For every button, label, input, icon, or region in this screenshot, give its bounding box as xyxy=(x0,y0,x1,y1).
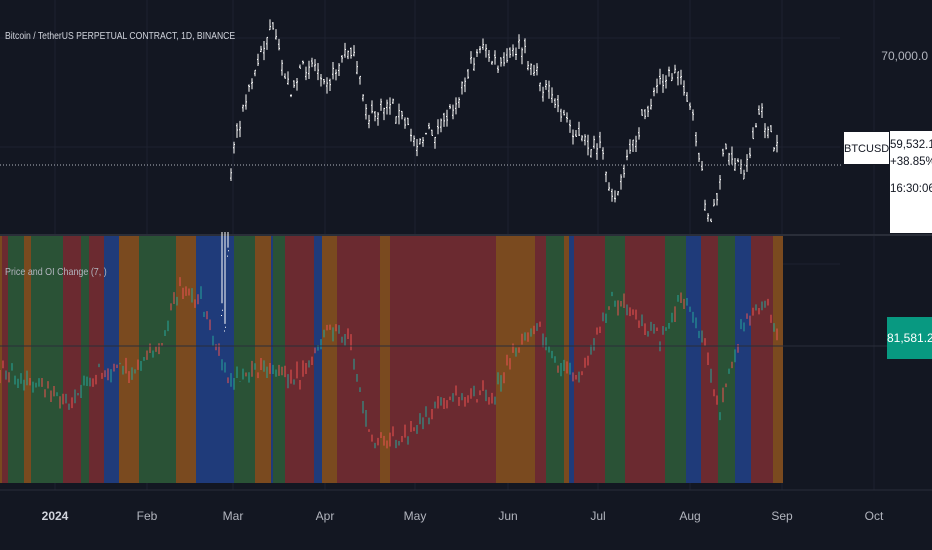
oi-background-stripe xyxy=(478,236,481,483)
oi-background-stripe xyxy=(481,236,486,483)
oi-background-stripe xyxy=(460,236,478,483)
oi-background-stripe xyxy=(139,236,142,483)
oi-background-stripe xyxy=(496,236,516,483)
oi-background-stripe xyxy=(294,236,314,483)
oi-background-stripe xyxy=(176,236,196,483)
time-label-aug: Aug xyxy=(679,509,701,523)
oi-background-stripe xyxy=(225,236,234,483)
oi-background-stripe xyxy=(366,236,380,483)
oi-background-stripe xyxy=(31,236,48,483)
oi-background-stripe xyxy=(564,236,569,483)
oi-background-stripe xyxy=(594,236,605,483)
price-axis-tick: 70,000.0 xyxy=(881,49,928,63)
oi-background-stripe xyxy=(348,236,357,483)
oi-background-stripe xyxy=(419,236,435,483)
oi-background-stripe xyxy=(380,236,390,483)
oi-background-stripe xyxy=(273,236,285,483)
time-label-apr: Apr xyxy=(315,509,335,523)
time-label-feb: Feb xyxy=(136,509,158,523)
oi-background-stripe xyxy=(574,236,594,483)
chart-symbol-title[interactable]: Bitcoin / TetherUS PERPETUAL CONTRACT, 1… xyxy=(5,30,236,42)
oi-background-stripe xyxy=(553,236,564,483)
oi-background-stripe xyxy=(234,236,255,483)
oi-background-stripe xyxy=(24,236,31,483)
oi-background-stripe xyxy=(337,236,348,483)
time-label-oct: Oct xyxy=(864,509,884,523)
oi-background-stripe xyxy=(357,236,366,483)
oi-background-stripe xyxy=(0,236,2,483)
oi-background-stripe xyxy=(535,236,541,483)
indicator-title[interactable]: Price and OI Change (7, ) xyxy=(5,266,107,278)
oi-background-stripe xyxy=(314,236,322,483)
oi-background-stripe xyxy=(706,236,718,483)
time-label-sep: Sep xyxy=(771,509,793,523)
oi-background-stripe xyxy=(541,236,546,483)
oi-background-stripe xyxy=(104,236,119,483)
oi-background-stripe xyxy=(435,236,443,483)
oi-background-stripe xyxy=(404,236,419,483)
oi-background-stripe xyxy=(322,236,337,483)
oi-background-stripe xyxy=(753,236,773,483)
oi-background-stripe xyxy=(645,236,665,483)
oi-background-stripe xyxy=(546,236,548,483)
oi-background-stripe xyxy=(255,236,271,483)
oi-background-stripe xyxy=(89,236,104,483)
oi-background-stripe xyxy=(63,236,81,483)
indicator-value-badge: 81,581.2 xyxy=(887,317,932,359)
time-label-jun: Jun xyxy=(498,509,518,523)
time-label-mar: Mar xyxy=(222,509,244,523)
oi-background-stripe xyxy=(48,236,63,483)
oi-background-stripe xyxy=(548,236,553,483)
oi-background-stripe xyxy=(8,236,24,483)
oi-background-stripe xyxy=(718,236,735,483)
oi-background-stripe xyxy=(605,236,625,483)
time-label-jul: Jul xyxy=(590,509,606,523)
oi-background-stripe xyxy=(701,236,706,483)
oi-background-stripe xyxy=(142,236,162,483)
last-price: 59,532.1 xyxy=(890,139,932,151)
oi-background-stripe xyxy=(516,236,535,483)
oi-background-stripe xyxy=(81,236,89,483)
oi-background-stripe xyxy=(271,236,273,483)
oi-background-stripe xyxy=(773,236,783,483)
time-label-may: May xyxy=(403,509,427,523)
oi-background-stripe xyxy=(222,236,225,483)
price-tag-box: 59,532.1 +38.85% 16:30:06 xyxy=(890,131,932,233)
time-label-2024: 2024 xyxy=(41,509,69,523)
oi-background-stripe xyxy=(390,236,404,483)
oi-background-stripe xyxy=(625,236,645,483)
symbol-price-label: BTCUSDT.P xyxy=(843,131,905,165)
oi-background-stripe xyxy=(2,236,8,483)
oi-background-stripe xyxy=(285,236,294,483)
oi-background-stripe xyxy=(569,236,574,483)
oi-background-stripe xyxy=(735,236,751,483)
bar-countdown: 16:30:06 xyxy=(890,183,932,195)
oi-background-stripe xyxy=(162,236,176,483)
oi-background-stripe xyxy=(204,236,222,483)
oi-background-stripe xyxy=(665,236,686,483)
oi-background-stripe xyxy=(119,236,139,483)
oi-background-stripe xyxy=(196,236,204,483)
oi-background-stripe xyxy=(443,236,460,483)
oi-background-stripe xyxy=(751,236,753,483)
oi-background-stripe xyxy=(486,236,496,483)
oi-background-stripe xyxy=(686,236,701,483)
price-change-percent: +38.85% xyxy=(890,156,932,168)
